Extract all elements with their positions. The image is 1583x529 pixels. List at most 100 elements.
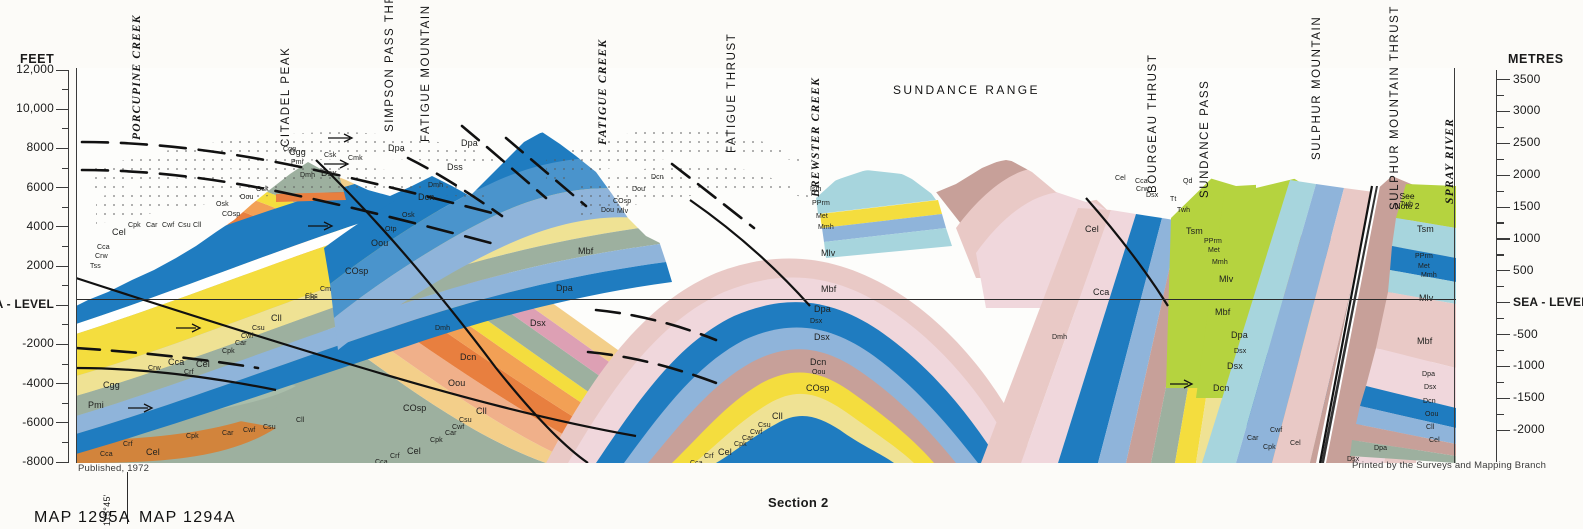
unit-label-cosp: COsp [222, 211, 241, 218]
unit-label-cel: Cel [1429, 437, 1440, 444]
unit-label-cll: Cll [193, 222, 202, 229]
see-note-2-callout: See Note 2 [1382, 191, 1432, 212]
top-label-sundance-range: SUNDANCE RANGE [893, 83, 1040, 97]
unit-label-cpk: Cpk [430, 437, 443, 444]
right-tick-minor [1497, 94, 1504, 97]
unit-label-crw: Crw [95, 253, 108, 260]
unit-label-cca: Cca [375, 459, 388, 463]
right-tick-major [1497, 174, 1510, 176]
unit-label-dsx: Dsx [321, 168, 337, 178]
unit-label-met: Met [816, 213, 828, 220]
unit-label-tss: Tss [90, 263, 101, 270]
unit-label-pmi: Pmi [291, 159, 304, 166]
unit-label-cwf: Cwf [162, 222, 175, 229]
unit-label-dpa: Dpa [556, 283, 573, 293]
right-axis-tick-label: 2000 [1513, 167, 1541, 182]
unit-label-cbc: Cbc [305, 293, 318, 300]
right-axis-tick-label: 3500 [1513, 71, 1541, 86]
left-axis-tick-label: -4000 [22, 375, 54, 390]
sea-level-line [76, 299, 1456, 300]
unit-label-cosp: COsp [613, 198, 632, 205]
unit-label-cel: Cel [146, 447, 160, 457]
right-tick-major [1497, 238, 1510, 240]
unit-label-crf: Crf [123, 441, 133, 448]
right-axis-sea-level-label: SEA - LEVEL [1513, 294, 1583, 309]
right-tick-major [1497, 110, 1510, 113]
unit-label-dsx: Dsx [530, 318, 546, 328]
fault-traces [76, 159, 1374, 463]
top-label-fatigue-creek: FATIGUE CREEK [597, 38, 609, 145]
unit-label-crf: Crf [704, 453, 714, 460]
unit-label-dmh: Dmh [428, 182, 444, 189]
right-tick-major [1497, 334, 1510, 336]
unit-label-cel: Cel [1115, 175, 1126, 182]
unit-label-mbf: Mbf [578, 246, 594, 256]
left-tick-minor [62, 285, 69, 287]
right-axis-tick-label: -500 [1513, 326, 1538, 341]
unit-label-dmh: Dmh [435, 325, 451, 332]
unit-label-mmh: Mmh [1421, 272, 1437, 279]
unit-label-dcn: Dcn [460, 352, 477, 362]
unit-label-dsx: Dsx [1146, 192, 1159, 199]
unit-label-cca: Cca [1135, 178, 1148, 185]
unit-label-mmh: Mmh [818, 224, 834, 231]
top-label-porcupine-creek: PORCUPINE CREEK [131, 14, 143, 140]
unit-label-cel: Cel [1085, 224, 1099, 234]
unit-label-dpa: Dpa [1374, 445, 1388, 452]
unit-label-dsx: Dsx [1234, 348, 1247, 355]
right-axis-tick-label: -2000 [1513, 422, 1545, 437]
unit-label-dcn: Dcn [651, 174, 664, 181]
unit-label-dpa: Dpa [1422, 371, 1436, 378]
unit-label-car: Car [146, 222, 158, 229]
unit-label-cca: Cca [100, 451, 113, 458]
top-label-fatigue-mountain: FATIGUE MOUNTAIN [420, 4, 432, 142]
top-label-sundance-pass: SUNDANCE PASS [1199, 79, 1211, 198]
unit-label-tsm: Tsm [1417, 224, 1434, 234]
right-axis-tick-label: 1500 [1513, 199, 1541, 214]
left-tick-minor [62, 206, 69, 208]
top-label-fatigue-thrust: FATIGUE THRUST [726, 32, 738, 153]
top-label-sulphur-mountain-thrust: SULPHUR MOUNTAIN THRUST [1389, 4, 1401, 210]
left-tick-major [56, 343, 69, 346]
unit-label-cca: Cca [168, 357, 185, 367]
right-tick-minor [1497, 222, 1504, 224]
top-label-sulphur-mountain: SULPHUR MOUNTAIN [1311, 15, 1323, 160]
unit-label-ism: Ism [810, 186, 822, 193]
unit-label-cwf: Cwf [243, 427, 256, 434]
unit-label-cca: Cca [690, 460, 703, 463]
left-axis-tick-label: 12,000 [16, 62, 54, 76]
unit-label-cpk: Cpk [1263, 444, 1276, 451]
movement-arrows [128, 133, 1194, 413]
left-tick-minor [62, 402, 69, 404]
right-axis-tick-label: -1500 [1513, 390, 1545, 405]
unit-label-dmh: Dmh [1052, 334, 1068, 341]
unit-label-tt: Tt [1170, 196, 1177, 203]
unit-label-csk: Csk [324, 152, 337, 159]
right-tick-major [1497, 79, 1510, 81]
unit-label-crw: Crw [148, 365, 161, 372]
right-tick-major [1497, 429, 1510, 431]
unit-label-cwf: Cwf [750, 429, 763, 436]
right-tick-minor [1497, 254, 1504, 256]
unit-label-csu: Csu [758, 422, 771, 429]
right-tick-minor [1497, 286, 1504, 288]
sundance-pass-green [1166, 172, 1306, 398]
right-tick-major [1497, 365, 1510, 368]
right-tick-major [1497, 302, 1510, 304]
unit-label-cpk: Cpk [734, 441, 747, 448]
right-tick-major [1497, 142, 1510, 144]
left-tick-minor [62, 363, 69, 365]
unit-label-cll: Cll [1426, 424, 1435, 431]
right-tick-minor [1497, 158, 1504, 160]
unit-label-dmh: Dmh [300, 172, 316, 179]
unit-label-otp: Otp [385, 226, 397, 233]
unit-label-cel: Cel [407, 446, 421, 456]
right-tick-minor [1497, 126, 1504, 129]
unit-label-dcn: Dcn [418, 192, 435, 202]
left-tick-minor [62, 245, 69, 248]
unit-label-cll: Cll [476, 406, 487, 416]
unit-label-twh: Twh [1177, 207, 1191, 214]
unit-label-dsx: Dsx [814, 332, 830, 342]
unit-label-mlv: Mlv [617, 208, 629, 215]
